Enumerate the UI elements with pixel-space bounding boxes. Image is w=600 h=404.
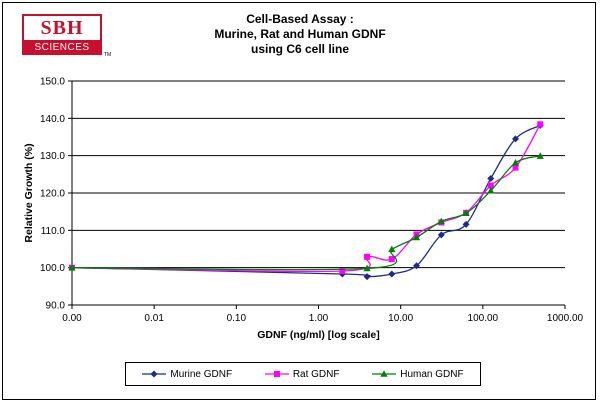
y-tick-label: 140.0: [40, 114, 65, 125]
x-axis-label: GDNF (ng/ml) [log scale]: [257, 329, 380, 341]
series-human-gdnf: [68, 152, 544, 272]
legend-swatch: [372, 370, 397, 377]
data-point: [364, 253, 371, 260]
legend-marker: [273, 371, 280, 377]
legend-label: Murine GDNF: [170, 368, 233, 380]
y-tick-label: 100.0: [40, 263, 65, 274]
legend-marker: [150, 370, 158, 378]
y-tick-label: 130.0: [40, 151, 65, 162]
data-point: [437, 217, 445, 225]
x-tick-label: 10.00: [388, 313, 413, 324]
data-point: [388, 256, 395, 263]
x-tick-label: 0.10: [227, 313, 247, 324]
data-point: [339, 268, 346, 275]
x-tick-label: 100.00: [468, 313, 499, 324]
legend: Murine GDNF Rat GDNF Human GDNF: [125, 362, 481, 386]
data-point: [462, 220, 470, 228]
data-point: [363, 273, 371, 281]
y-axis-label: Relative Growth (%): [23, 143, 35, 242]
series-line: [71, 124, 541, 278]
x-tick-label: 0.00: [62, 313, 82, 324]
series-rat-gdnf: [69, 121, 544, 275]
series-line: [71, 155, 541, 271]
legend-marker: [380, 370, 388, 377]
company-logo: SBH SCIENCES TM: [22, 14, 111, 58]
data-point: [537, 121, 544, 128]
data-point: [536, 152, 544, 159]
chart-frame: [2, 2, 596, 400]
data-point: [487, 174, 495, 182]
data-point: [462, 209, 470, 216]
title-line-2: Murine, Rat and Human GDNF: [214, 27, 386, 41]
y-tick-label: 150.0: [40, 77, 65, 88]
logo-trademark: TM: [104, 52, 112, 58]
x-tick-label: 0.01: [144, 313, 164, 324]
legend-item: Rat GDNF: [264, 368, 340, 380]
y-tick-label: 110.0: [41, 226, 66, 237]
x-tick-label: 1000.00: [547, 313, 584, 324]
data-point: [413, 262, 421, 270]
title-line-1: Cell-Based Assay :: [246, 12, 354, 26]
data-point: [412, 233, 421, 241]
data-point: [363, 264, 371, 272]
data-point: [487, 182, 494, 189]
data-point: [512, 164, 519, 171]
data-point: [68, 263, 76, 271]
data-point: [388, 245, 396, 253]
chart-title: Cell-Based Assay : Murine, Rat and Human…: [150, 12, 450, 57]
y-tick-label: 120.0: [40, 189, 65, 200]
logo-sub: SCIENCES: [22, 40, 102, 55]
data-point: [487, 186, 495, 194]
legend-item: Murine GDNF: [142, 369, 232, 380]
data-point: [437, 231, 445, 239]
legend-item: Human GDNF: [372, 368, 464, 380]
legend-swatch: [264, 371, 289, 377]
legend-swatch: [142, 370, 167, 378]
series-line: [71, 123, 541, 273]
logo-brand: SBH: [22, 14, 102, 40]
title-line-3: using C6 cell line: [250, 42, 350, 56]
series-murine-gdnf: [68, 121, 544, 281]
y-tick-label: 90.0: [46, 301, 66, 312]
x-tick-label: 1.00: [309, 313, 329, 324]
legend-label: Human GDNF: [400, 368, 464, 380]
data-point: [388, 270, 396, 278]
data-point: [512, 135, 520, 143]
legend-label: Rat GDNF: [292, 368, 340, 380]
data-point: [511, 158, 520, 166]
